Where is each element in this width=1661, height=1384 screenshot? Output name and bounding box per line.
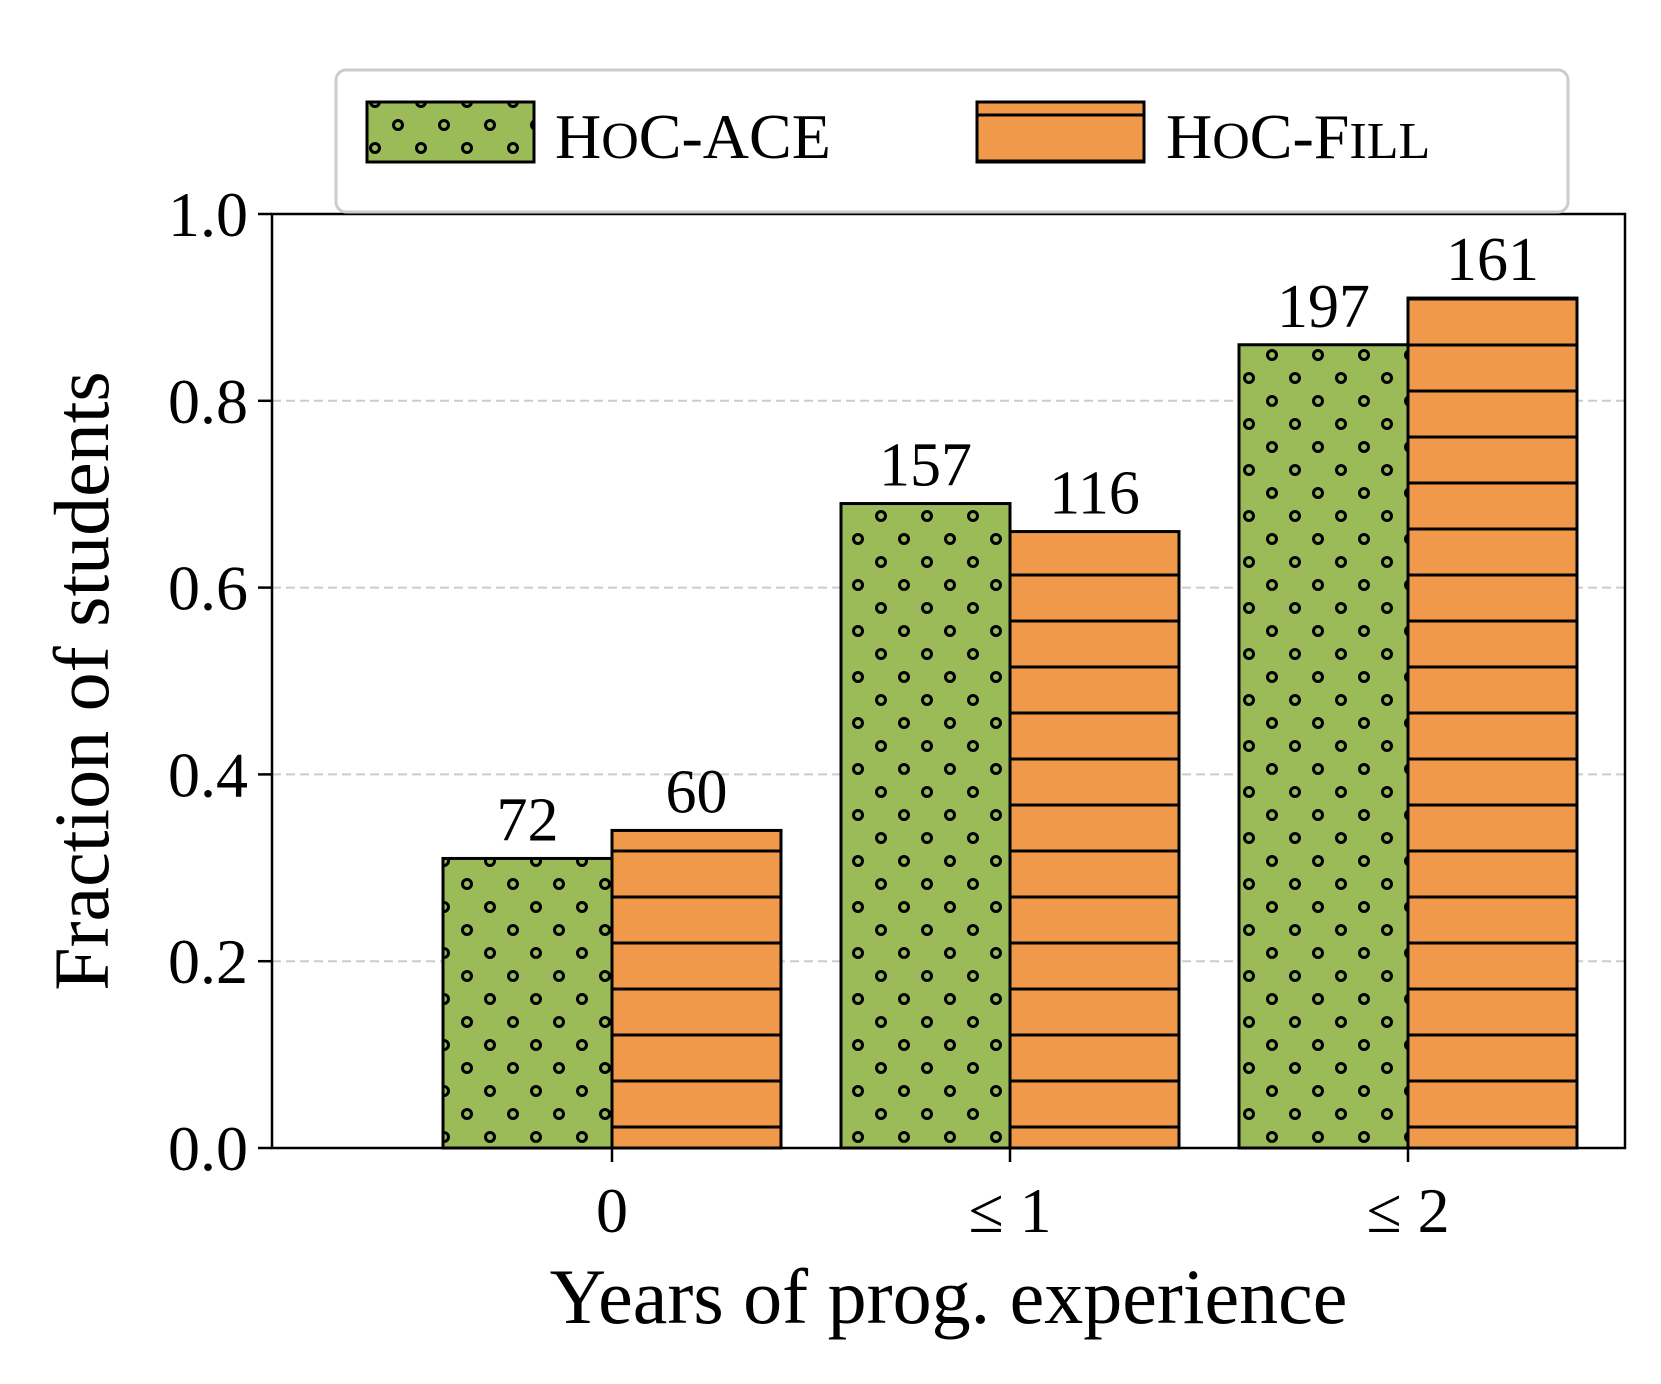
x-tick-label: 0 [596,1175,628,1246]
legend-swatch [975,100,1146,164]
bars-layer: 72 157 197 60 116 161 [441,226,1579,1150]
legend-label-part: H [1166,101,1212,172]
y-axis-title: Fraction of students [38,371,125,991]
bar [839,502,1012,1150]
bar [441,856,614,1150]
x-tick-label: ≤ 2 [1366,1175,1449,1246]
legend-label: HOC-ACE [555,101,831,172]
data-label: 197 [1277,273,1370,341]
y-tick-label: 0.0 [168,1113,248,1184]
bar [1406,296,1579,1150]
bar [610,828,783,1150]
legend: HOC-ACE HOC-FILL [334,68,1570,214]
y-tick-label: 0.2 [168,926,248,997]
data-label: 157 [879,432,972,500]
y-tick-label: 0.8 [168,366,248,437]
legend-label: HOC-FILL [1166,101,1430,172]
y-tick-label: 0.4 [168,739,248,810]
y-tick-label: 1.0 [168,179,248,250]
plot-frame [270,212,1627,1150]
legend-label-part: C-F [1250,101,1350,172]
y-tick-label: 0.6 [168,553,248,624]
x-tick-label: ≤ 1 [968,1175,1051,1246]
x-axis-title: Years of prog. experience [550,1253,1348,1340]
legend-box [334,68,1570,214]
legend-label-part: C-ACE [639,101,831,172]
data-label: 161 [1446,226,1539,294]
legend-label-part: H [555,101,601,172]
data-label: 116 [1049,460,1140,528]
legend-label-part: O [601,113,639,170]
data-label: 60 [666,758,728,826]
bar [1237,343,1410,1150]
legend-label-part: O [1212,113,1250,170]
axes-layer: 0.0 0.2 0.4 0.6 0.8 1.0 0 ≤ 1 ≤ 2 Years of prog. … [38,179,1627,1340]
legend-swatch [365,100,536,164]
legend-label-part: ILL [1349,113,1430,170]
bar [1008,530,1181,1150]
data-label: 72 [497,786,559,854]
